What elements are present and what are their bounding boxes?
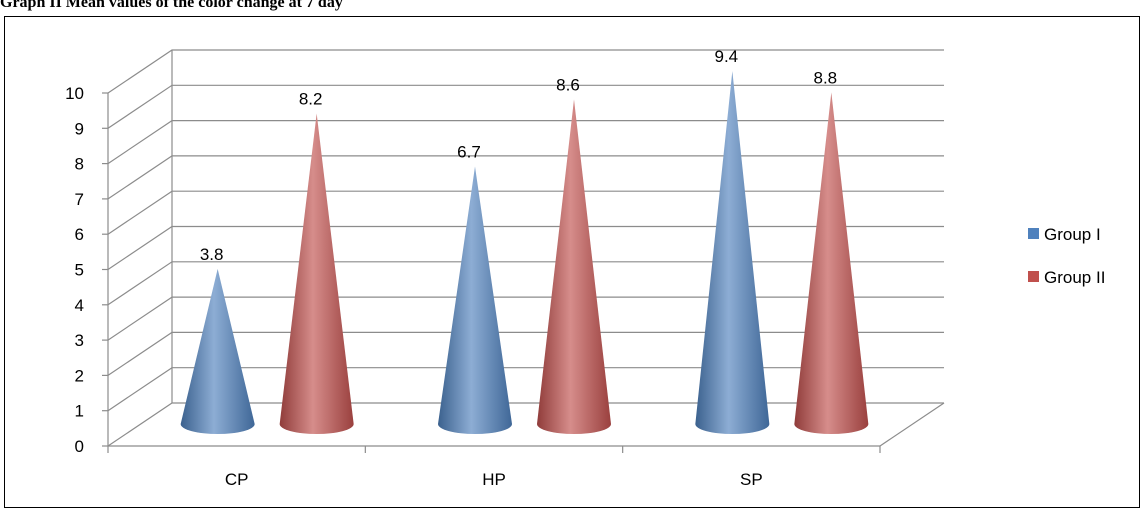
cone-bar [279, 113, 354, 434]
cone-body [794, 92, 869, 435]
x-tick-label: CP [225, 470, 249, 489]
y-tick-label: 3 [75, 331, 84, 350]
gridline [107, 84, 944, 129]
cone-body [279, 113, 354, 434]
axes [102, 50, 945, 453]
y-tick-label: 4 [75, 296, 84, 315]
y-tick-label: 2 [75, 366, 84, 385]
gridline [107, 119, 944, 165]
y-tick-label: 8 [75, 155, 84, 174]
y-tick-labels: 0 1 2 3 4 5 6 7 8 9 10 [65, 84, 84, 456]
legend-label: Group II [1044, 268, 1105, 287]
data-label: 6.7 [457, 142, 481, 161]
data-label: 9.4 [715, 47, 739, 66]
data-label: 8.6 [556, 75, 580, 94]
cone-body [438, 166, 512, 435]
y-tick-label: 9 [75, 119, 84, 138]
x-tick-label: SP [740, 470, 763, 489]
x-tick-labels: CP HP SP [225, 470, 763, 489]
legend-entry: Group II [1028, 268, 1105, 287]
chart-caption: Graph II Mean values of the color change… [0, 0, 343, 11]
y-tick-label: 6 [75, 225, 84, 244]
legend-swatch [1028, 228, 1039, 239]
data-label: 8.8 [814, 68, 838, 87]
gridline [107, 155, 944, 200]
cone-bar [794, 92, 869, 435]
legend-swatch [1028, 271, 1039, 282]
y-tick-label: 5 [75, 261, 84, 280]
legend-entry: Group I [1028, 225, 1101, 244]
cone-body [180, 268, 255, 434]
cone-bar [438, 166, 512, 435]
cones [180, 71, 869, 435]
floor-edge [879, 402, 945, 447]
cone-bar [695, 71, 770, 435]
y-tick-label: 10 [65, 84, 84, 103]
y-tick-label: 1 [75, 402, 84, 421]
cone-body [537, 99, 611, 435]
legend-label: Group I [1044, 225, 1101, 244]
data-label: 3.8 [200, 245, 224, 264]
data-label: 8.2 [299, 90, 323, 109]
x-tick-label: HP [482, 470, 506, 489]
chart-frame [4, 16, 1140, 508]
cone-body [695, 71, 770, 435]
y-tick-label: 7 [75, 190, 84, 209]
cone-bar [537, 99, 611, 435]
legend: Group I Group II [1028, 225, 1105, 287]
cone-bar [180, 268, 255, 434]
data-labels: 3.8 8.2 6.7 8.6 9.4 8.8 [200, 47, 837, 264]
y-tick-label: 0 [75, 437, 84, 456]
